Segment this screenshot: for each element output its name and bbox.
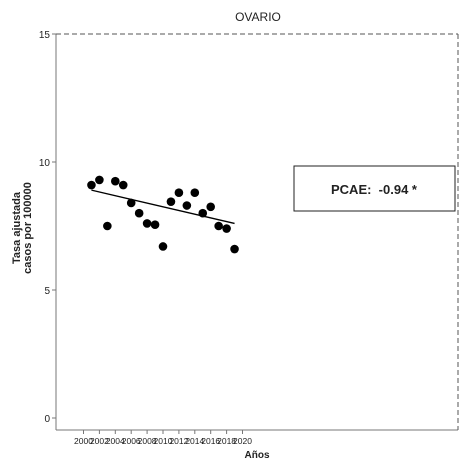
axes: [55, 33, 459, 431]
data-point: [118, 180, 128, 190]
x-tick-label: 2006: [122, 436, 141, 446]
data-point: [158, 242, 168, 251]
data-point: [142, 219, 152, 228]
data-point: [126, 198, 136, 208]
y-axis-label-line2: casos por 100000: [22, 182, 34, 274]
data-point: [166, 197, 176, 206]
data-point: [134, 208, 144, 218]
trend-line: [91, 189, 235, 225]
data-point: [222, 224, 231, 233]
data-point: [87, 180, 96, 190]
y-tick-label: 0: [44, 414, 50, 425]
x-tick-label: 2018: [217, 436, 236, 446]
x-tick-label: 2008: [138, 436, 157, 446]
x-tick-label: 2014: [185, 436, 204, 446]
y-tick-label: 5: [44, 286, 50, 297]
annotation-box: [293, 165, 456, 212]
x-tick-label: 2000: [74, 436, 93, 446]
data-point: [230, 244, 239, 254]
x-tick-label: 2012: [169, 436, 188, 446]
data-point: [174, 188, 184, 198]
data-point: [214, 221, 223, 231]
chart-title: OVARIO: [235, 10, 281, 24]
data-point: [95, 175, 104, 185]
data-point: [190, 188, 200, 198]
data-point: [182, 201, 192, 210]
y-tick-label: 10: [39, 158, 51, 169]
x-tick-label: 2016: [201, 436, 220, 446]
x-tick-label: 2010: [154, 436, 173, 446]
x-axis-label: Años: [245, 450, 270, 460]
annotation-text: PCAE: -0.94 *: [331, 182, 418, 197]
x-tick-label: 2002: [90, 436, 109, 446]
data-point: [198, 208, 208, 218]
y-tick-label: 15: [39, 30, 51, 41]
data-point: [103, 221, 112, 231]
y-axis-label-line1: Tasa ajustada: [11, 191, 23, 264]
tick-labels: 0510152000200220042006200820102012201420…: [39, 30, 252, 446]
x-tick-label: 2004: [106, 436, 125, 446]
data-point: [150, 220, 160, 230]
data-points: [87, 175, 239, 254]
data-point: [111, 176, 120, 186]
x-tick-label: 2020: [233, 436, 252, 446]
data-point: [206, 202, 215, 212]
